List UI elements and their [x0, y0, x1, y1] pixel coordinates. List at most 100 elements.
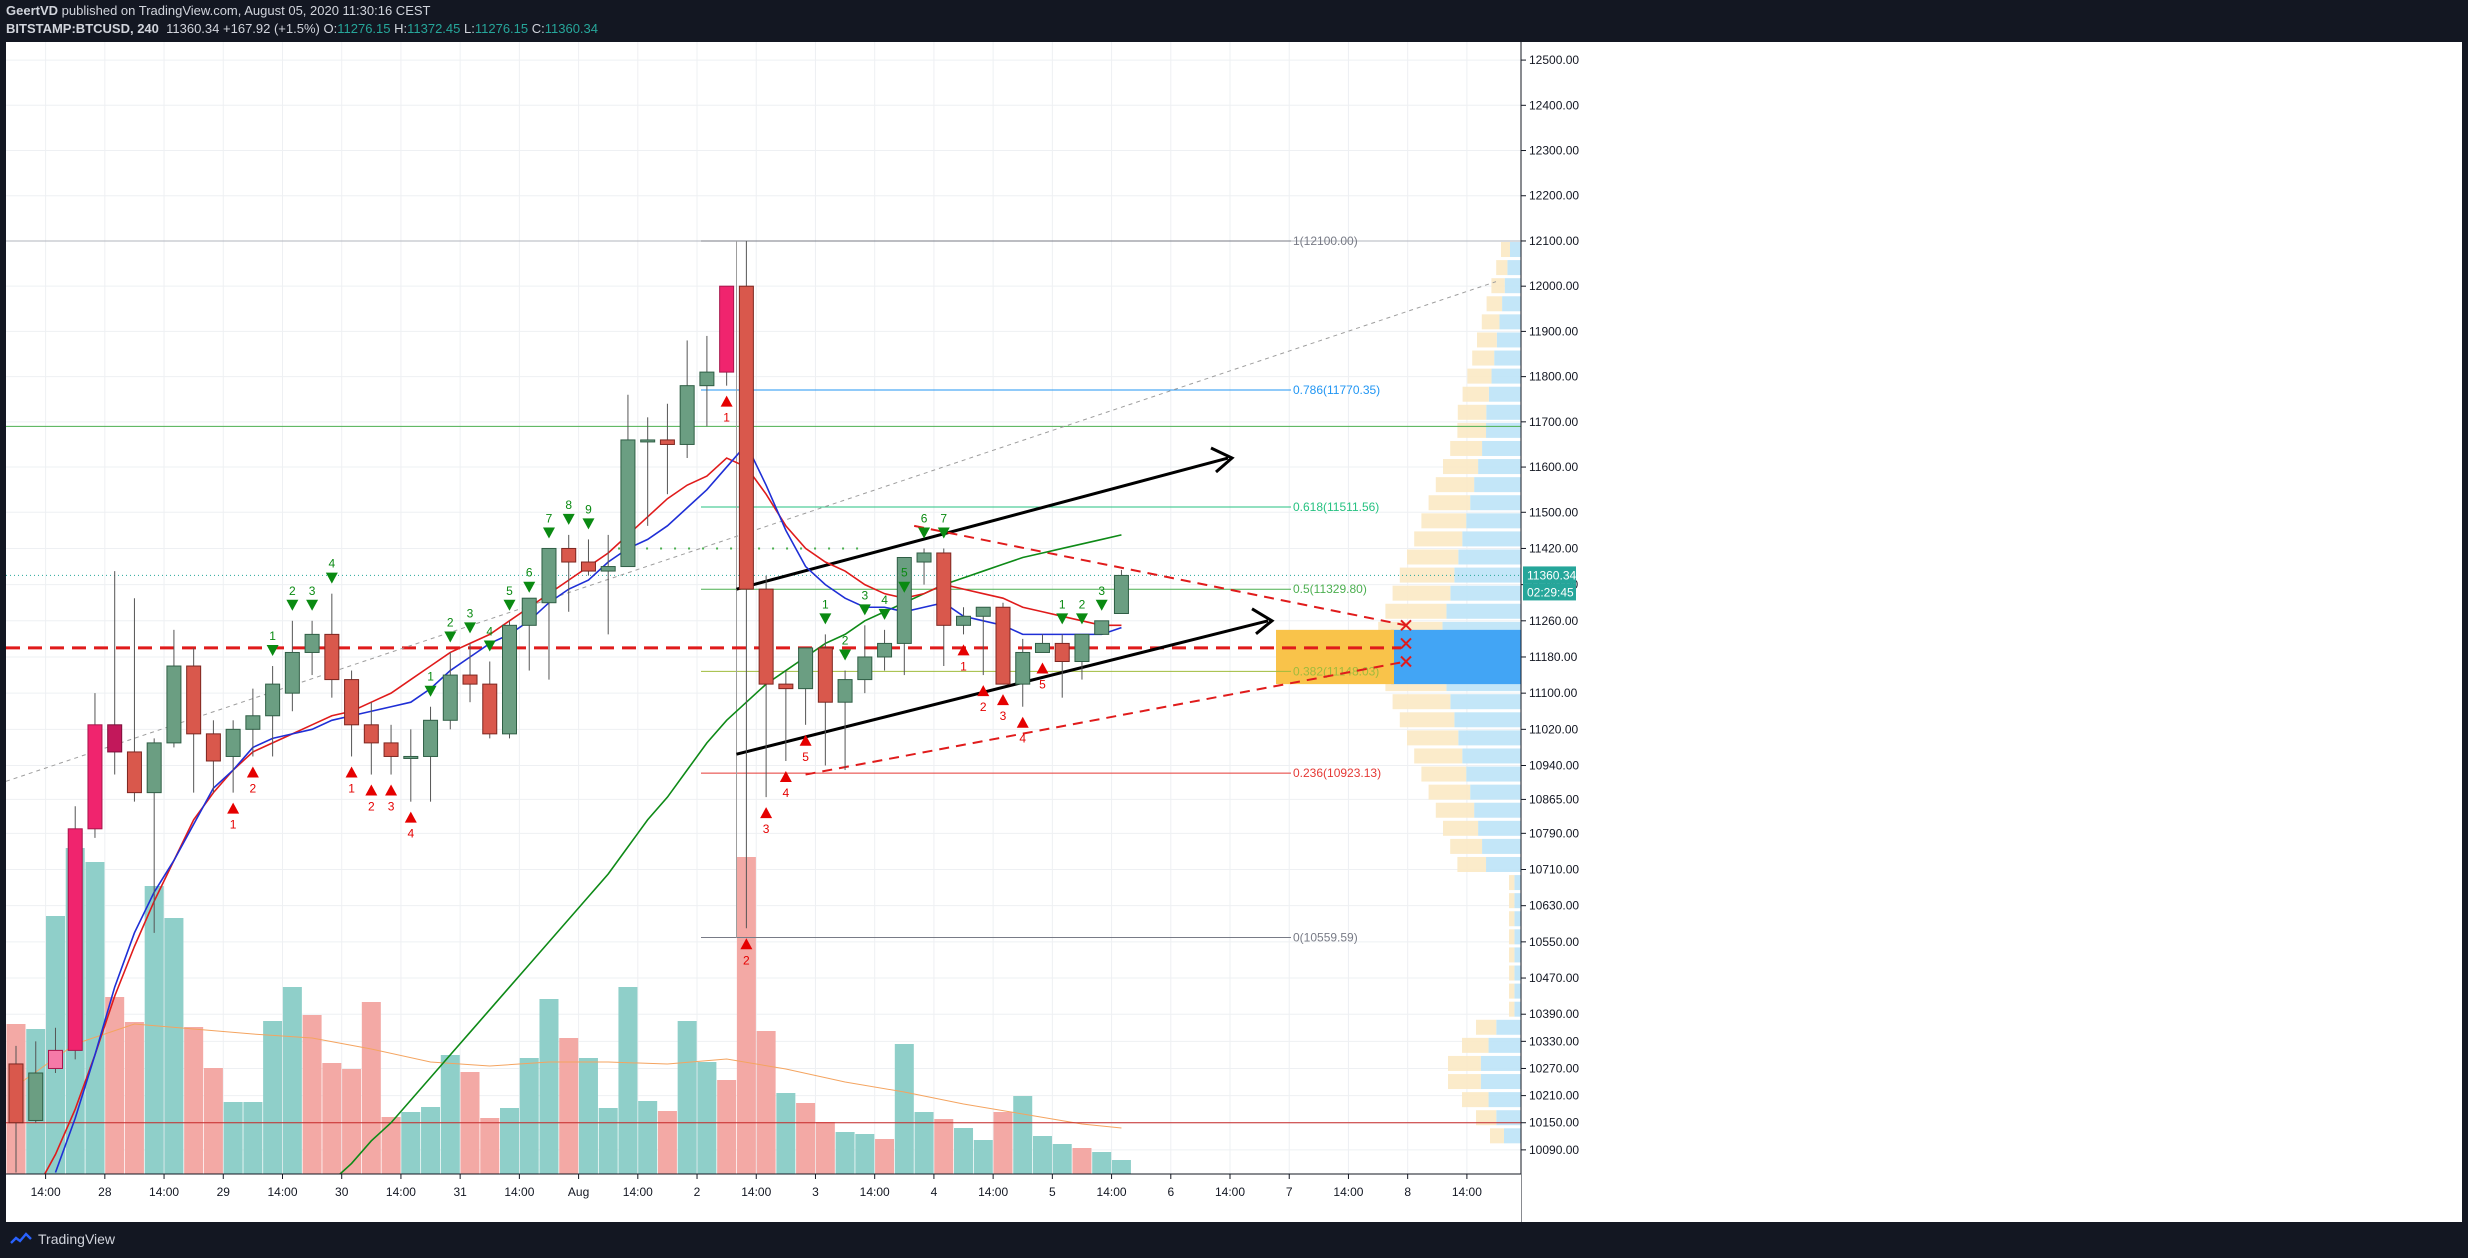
candle[interactable] — [1054, 634, 1070, 698]
candle[interactable] — [798, 647, 814, 725]
candle-body[interactable] — [304, 633, 320, 653]
candle-body[interactable] — [936, 552, 952, 626]
candle-body[interactable] — [620, 439, 636, 568]
candle[interactable] — [1034, 634, 1050, 653]
price-chart[interactable]: 1(12100.00) 0.786(11770.35) 0.618(11511.56… — [6, 42, 2462, 1222]
candle-body[interactable] — [383, 742, 399, 757]
candle-body[interactable] — [916, 552, 932, 563]
candle-body[interactable] — [1034, 642, 1050, 653]
candle[interactable] — [324, 593, 340, 698]
candle[interactable] — [1113, 569, 1129, 615]
candle[interactable] — [126, 598, 142, 802]
candle-body[interactable] — [265, 683, 281, 717]
candle[interactable] — [817, 634, 833, 766]
candle[interactable] — [561, 534, 577, 612]
symbol-name[interactable]: BITSTAMP:BTCUSD, 240 — [6, 21, 159, 36]
candle[interactable] — [738, 240, 754, 929]
candle[interactable] — [304, 620, 320, 676]
candle[interactable] — [363, 702, 379, 775]
candle[interactable] — [8, 1045, 24, 1173]
candle-body[interactable] — [126, 751, 142, 794]
candle[interactable] — [857, 625, 873, 694]
candle[interactable] — [699, 335, 715, 427]
candle-body[interactable] — [1054, 642, 1070, 663]
candle-body[interactable] — [146, 742, 162, 794]
candle-body[interactable] — [47, 1049, 63, 1069]
candle[interactable] — [936, 548, 952, 667]
candle[interactable] — [640, 417, 656, 526]
candle-body[interactable] — [245, 715, 261, 730]
candle-body[interactable] — [877, 642, 893, 658]
candle[interactable] — [146, 738, 162, 933]
candle-body[interactable] — [699, 371, 715, 387]
candle-body[interactable] — [205, 733, 221, 762]
candle-body[interactable] — [640, 439, 656, 443]
candle-body[interactable] — [837, 679, 853, 703]
candle-body[interactable] — [462, 674, 478, 685]
candle-body[interactable] — [423, 719, 439, 757]
candle[interactable] — [67, 806, 83, 1060]
candle[interactable] — [383, 724, 399, 775]
candle-body[interactable] — [798, 647, 814, 690]
candle-body[interactable] — [186, 665, 202, 735]
candle-body[interactable] — [719, 285, 735, 373]
candle[interactable] — [620, 394, 636, 568]
candle[interactable] — [580, 539, 596, 576]
candle-body[interactable] — [956, 615, 972, 626]
candle[interactable] — [482, 661, 498, 739]
candle[interactable] — [87, 693, 103, 838]
candle[interactable] — [265, 666, 281, 757]
candle-body[interactable] — [442, 674, 458, 721]
candle[interactable] — [462, 643, 478, 703]
chart-area[interactable]: 1(12100.00) 0.786(11770.35) 0.618(11511.56… — [6, 42, 2462, 1222]
candle[interactable] — [719, 285, 735, 386]
candle[interactable] — [245, 688, 261, 757]
candle-body[interactable] — [758, 588, 774, 685]
candle-body[interactable] — [363, 724, 379, 744]
candle[interactable] — [205, 720, 221, 793]
candle[interactable] — [659, 403, 675, 495]
candle[interactable] — [442, 652, 458, 730]
candle[interactable] — [877, 629, 893, 671]
tradingview-brand[interactable]: TradingView — [10, 1231, 115, 1247]
candle-body[interactable] — [975, 606, 991, 617]
candle[interactable] — [521, 597, 537, 671]
candle-body[interactable] — [679, 385, 695, 445]
candle[interactable] — [1074, 633, 1090, 680]
candle-body[interactable] — [225, 728, 241, 757]
candle-body[interactable] — [284, 651, 300, 694]
candle[interactable] — [225, 720, 241, 793]
time-axis[interactable]: 14:00 28 14:00 29 14:00 30 14:00 31 14:00 Aug 14:0… — [6, 1173, 1521, 1222]
candle[interactable] — [975, 606, 991, 676]
candle-body[interactable] — [600, 566, 616, 572]
candle-body[interactable] — [580, 561, 596, 572]
candle[interactable] — [47, 1027, 63, 1073]
candle[interactable] — [837, 670, 853, 771]
candle-body[interactable] — [521, 597, 537, 626]
candle[interactable] — [679, 340, 695, 459]
author-name[interactable]: GeertVD — [6, 3, 59, 18]
candle[interactable] — [423, 706, 439, 802]
candle[interactable] — [1015, 638, 1031, 707]
candle-body[interactable] — [1015, 651, 1031, 685]
candles[interactable] — [8, 240, 1129, 1173]
candle-body[interactable] — [324, 633, 340, 681]
candle[interactable] — [403, 729, 419, 802]
candle-body[interactable] — [28, 1072, 44, 1121]
candle[interactable] — [916, 548, 932, 585]
candle[interactable] — [166, 629, 182, 748]
candle-body[interactable] — [561, 547, 577, 563]
candle-body[interactable] — [995, 606, 1011, 685]
candle-body[interactable] — [403, 755, 419, 759]
candle-body[interactable] — [817, 647, 833, 703]
candle[interactable] — [502, 620, 517, 739]
candle[interactable] — [778, 670, 794, 761]
candle-body[interactable] — [857, 656, 873, 681]
candle[interactable] — [344, 670, 360, 757]
candle-body[interactable] — [659, 439, 675, 445]
candle[interactable] — [758, 575, 774, 798]
candle-body[interactable] — [344, 679, 360, 726]
candle[interactable] — [186, 647, 202, 793]
candle-body[interactable] — [8, 1063, 24, 1124]
candle[interactable] — [956, 607, 972, 635]
